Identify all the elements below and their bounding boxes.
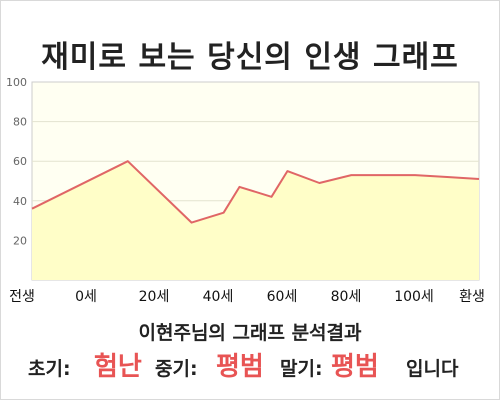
x-axis-ticks: 전생 0세 20세 40세 60세 80세 100세 환생 — [9, 289, 485, 305]
x-tick-label: 0세 — [75, 289, 97, 305]
x-tick-label: 60세 — [267, 289, 298, 305]
y-tick-label: 100 — [6, 76, 27, 89]
x-tick-label: 20세 — [139, 289, 170, 305]
y-tick-label: 80 — [13, 116, 27, 129]
chart-title: 재미로 보는 당신의 인생 그래프 — [41, 40, 459, 75]
y-tick-label: 60 — [13, 155, 27, 168]
early-value: 험난 — [94, 352, 142, 382]
x-tick-label: 전생 — [9, 289, 35, 305]
life-line — [31, 160, 480, 224]
x-tick-label: 100세 — [394, 289, 434, 305]
y-tick-label: 40 — [13, 195, 27, 208]
x-tick-label: 40세 — [203, 289, 234, 305]
result-ending: 입니다 — [406, 358, 459, 380]
life-area-fill — [32, 161, 479, 280]
early-label: 초기: — [28, 358, 71, 380]
x-tick-label: 환생 — [459, 289, 485, 305]
y-axis-ticks: 20 40 60 80 100 — [6, 76, 27, 247]
y-tick-label: 20 — [13, 234, 27, 247]
analysis-result: 초기: 험난 중기: 평범 말기: 평범 입니다 — [0, 346, 500, 386]
middle-label: 중기: — [155, 358, 198, 380]
x-tick-label: 80세 — [331, 289, 362, 305]
late-value: 평범 — [331, 352, 379, 382]
late-label: 말기: — [280, 358, 323, 380]
middle-value: 평범 — [216, 352, 264, 382]
chart-subtitle: 이현주님의 그래프 분석결과 — [138, 322, 362, 344]
